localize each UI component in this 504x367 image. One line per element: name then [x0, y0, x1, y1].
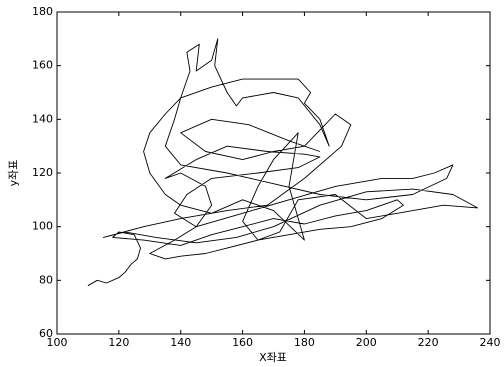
plot-frame: [56, 11, 491, 335]
x-axis-label: X좌표: [259, 351, 287, 364]
y-tick-label: 180: [32, 5, 53, 18]
x-tick-label: 220: [418, 336, 439, 349]
y-tick-label: 120: [32, 166, 53, 179]
x-tick-label: 200: [356, 336, 377, 349]
x-tick-label: 120: [108, 336, 129, 349]
x-tick-label: 240: [480, 336, 501, 349]
x-tick-label: 100: [47, 336, 68, 349]
y-tick-label: 100: [32, 220, 53, 233]
y-tick-label: 60: [39, 327, 53, 340]
x-tick-label: 180: [294, 336, 315, 349]
y-tick-label: 140: [32, 112, 53, 125]
x-tick-label: 160: [232, 336, 253, 349]
y-axis-label: y좌표: [7, 160, 20, 187]
y-tick-label: 80: [39, 273, 53, 286]
y-tick-label: 160: [32, 59, 53, 72]
trajectory-line: [87, 38, 479, 287]
x-tick-label: 140: [170, 336, 191, 349]
